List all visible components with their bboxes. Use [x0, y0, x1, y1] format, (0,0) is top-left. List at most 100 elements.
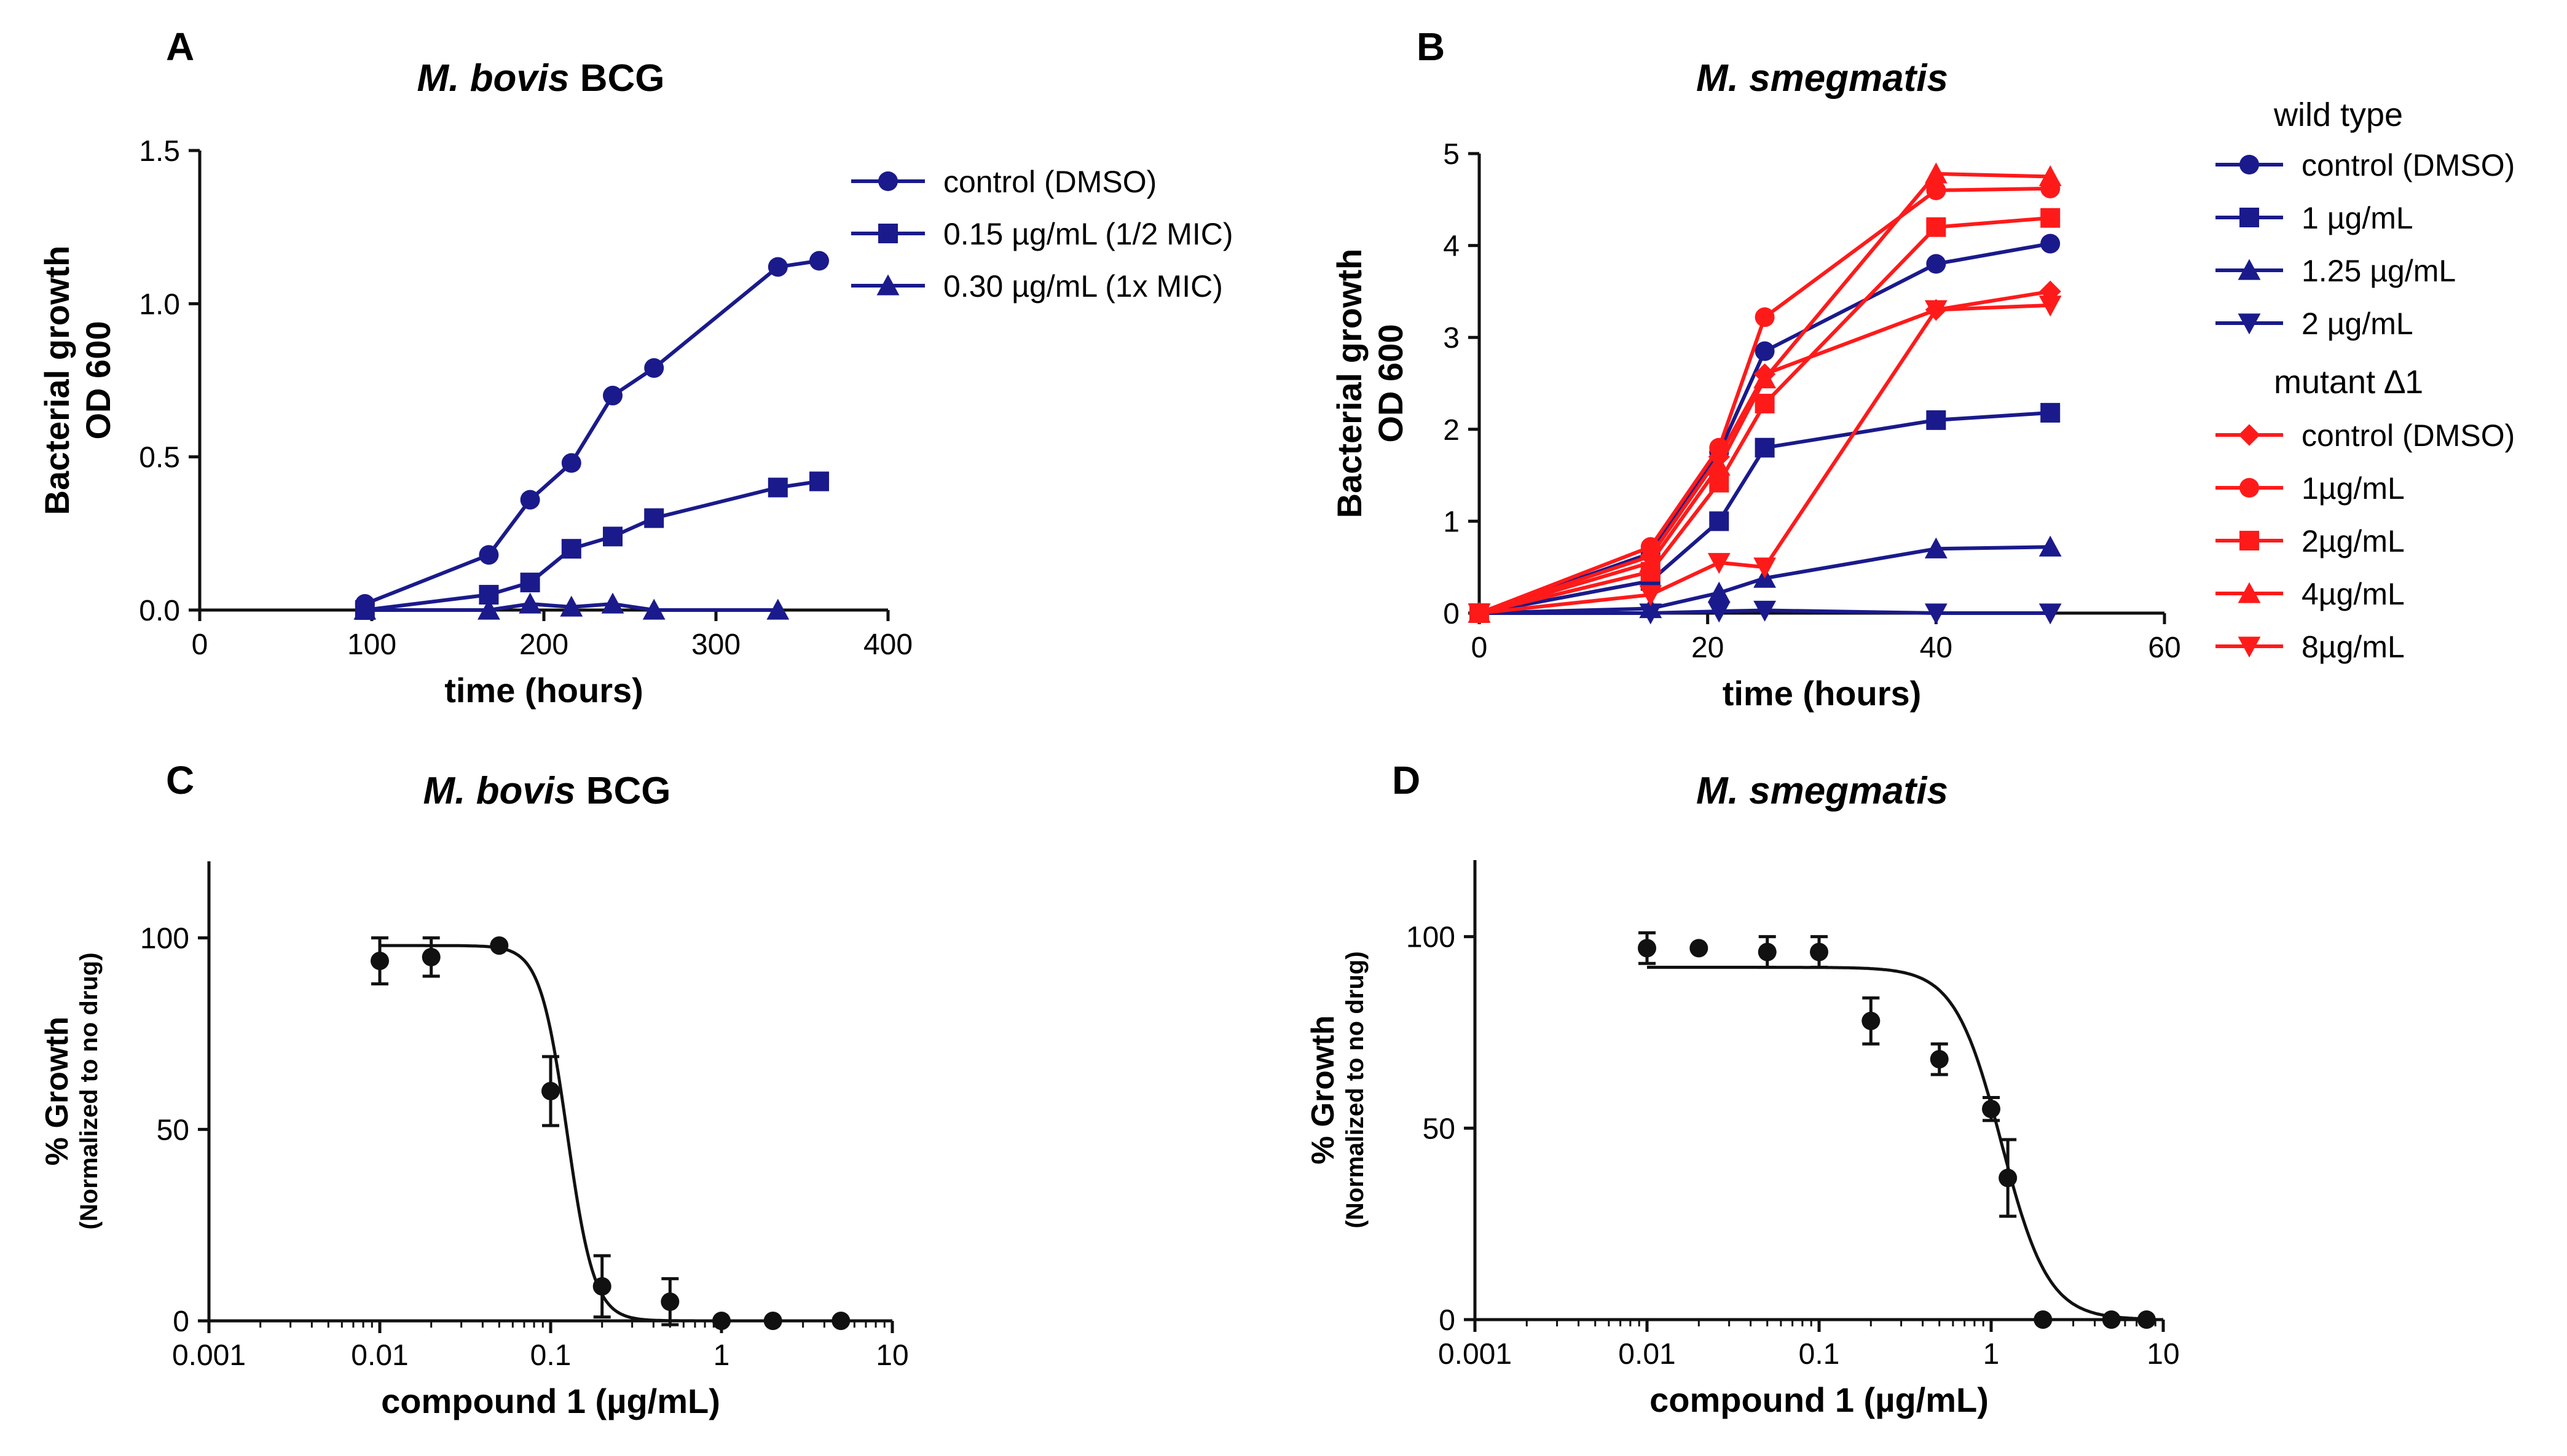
x-axis-label: compound 1 (µg/mL): [381, 1382, 720, 1420]
data-point: [644, 358, 664, 378]
x-tick-label: 200: [519, 628, 568, 661]
x-tick-label: 0.01: [351, 1339, 408, 1372]
x-tick-label: 300: [691, 628, 741, 661]
y-tick-label: 1.5: [139, 135, 180, 168]
legend-group-title: mutant ∆1: [2274, 364, 2423, 401]
legend-label: 0.30 µg/mL (1x MIC): [943, 269, 1223, 303]
data-point: [661, 1292, 680, 1311]
data-point: [1639, 585, 1662, 606]
x-tick-label: 0.1: [530, 1339, 572, 1372]
y-axis-label: Bacterial growthOD 600: [1330, 249, 1410, 519]
data-point: [1755, 307, 1775, 327]
y-tick-label: 100: [140, 923, 189, 955]
data-point: [712, 1312, 731, 1330]
y-tick-label: 3: [1443, 322, 1460, 354]
legend-marker: [2238, 582, 2261, 603]
data-point: [1924, 162, 1948, 184]
legend-marker: [2238, 259, 2261, 280]
series-line: [1479, 410, 2051, 615]
data-point: [422, 947, 441, 966]
x-tick-label: 0.01: [1618, 1338, 1675, 1371]
panel-letter-b: B: [1417, 25, 1445, 69]
y-tick-label: 0.5: [139, 442, 180, 474]
data-point: [1924, 603, 1948, 625]
data-point: [520, 490, 540, 510]
x-tick-label: 40: [1920, 632, 1952, 664]
chart-title-rest: BCG: [576, 770, 671, 812]
data-point: [1709, 511, 1729, 531]
legend-marker: [2238, 313, 2261, 335]
data-point: [1753, 367, 1776, 389]
x-tick-label: 0.001: [1438, 1338, 1512, 1371]
data-point: [809, 471, 829, 491]
data-point: [519, 592, 541, 614]
legend-marker: [876, 274, 900, 296]
data-point: [2040, 208, 2061, 228]
legend-label: 4µg/mL: [2302, 577, 2405, 611]
y-tick-label: 0: [173, 1305, 189, 1338]
y-axis-label-line: OD 600: [1371, 324, 1410, 443]
data-point: [1707, 553, 1731, 574]
data-point: [1707, 455, 1731, 476]
data-point: [1930, 1050, 1949, 1069]
data-point: [1926, 410, 1946, 430]
y-tick-label: 50: [157, 1114, 189, 1146]
legend-label: control (DMSO): [2302, 418, 2515, 453]
data-point: [2038, 296, 2062, 317]
data-point: [371, 952, 389, 971]
data-point: [1468, 603, 1491, 625]
x-tick-label: 1: [1983, 1338, 2000, 1371]
chart-title-italic: M. smegmatis: [1696, 770, 1948, 812]
series-line: [1479, 545, 2051, 615]
data-point: [1755, 437, 1775, 458]
data-point: [642, 598, 666, 620]
panel-a-growth-bcg: 0 100 200 300 400 0.0 0.5 1.0 1.5 M. bovis BCG tim…: [37, 57, 1233, 710]
y-axis-label-line: Bacterial growth: [1330, 249, 1369, 519]
panel-letter-d: D: [1392, 758, 1420, 802]
data-point: [2102, 1310, 2121, 1329]
y-tick-label: 1.0: [139, 288, 180, 321]
data-point: [479, 545, 499, 565]
fit-curve: [1647, 966, 2147, 1321]
series-line: [1479, 216, 2051, 615]
data-point: [1810, 942, 1828, 961]
panel-letter-c: C: [166, 758, 194, 802]
data-point: [1999, 1168, 2018, 1188]
data-point: [2038, 603, 2062, 625]
y-tick-label: 2: [1443, 414, 1460, 447]
data-point: [1640, 537, 1661, 557]
chart-title-rest: BCG: [570, 57, 665, 100]
data-point: [1924, 300, 1948, 321]
legend-label: 2 µg/mL: [2302, 307, 2413, 341]
data-point: [768, 257, 788, 277]
data-point: [490, 936, 509, 955]
data-point: [831, 1312, 851, 1330]
series-line: [364, 479, 820, 612]
data-point: [1689, 939, 1708, 958]
legend-marker: [2239, 155, 2259, 174]
chart-title: M. bovis BCG: [423, 770, 670, 812]
data-point: [520, 573, 540, 593]
chart-title: M. smegmatis: [1696, 57, 1948, 100]
y-axis-label-line: OD 600: [79, 321, 117, 440]
x-tick-label: 0: [1471, 632, 1488, 664]
x-tick-label: 400: [863, 628, 913, 661]
data-point: [2038, 165, 2062, 187]
data-point: [1753, 557, 1776, 579]
legend-label: 1.25 µg/mL: [2302, 254, 2456, 288]
data-point: [644, 508, 664, 528]
y-tick-label: 0.0: [139, 595, 180, 627]
chart-title-italic: M. bovis: [417, 57, 569, 100]
legend-marker: [2239, 531, 2259, 550]
chart-title-italic: M. smegmatis: [1696, 57, 1948, 100]
y-axis-label: % Growth(Normalized to no drug): [39, 952, 103, 1229]
y-tick-label: 100: [1406, 922, 1455, 954]
fit-curve: [380, 944, 841, 1323]
data-point: [2034, 1310, 2053, 1329]
data-point: [763, 1312, 782, 1330]
data-point: [1707, 581, 1731, 603]
data-point: [603, 385, 623, 405]
x-tick-label: 100: [347, 628, 396, 661]
legend-label: 0.15 µg/mL (1/2 MIC): [943, 217, 1233, 251]
